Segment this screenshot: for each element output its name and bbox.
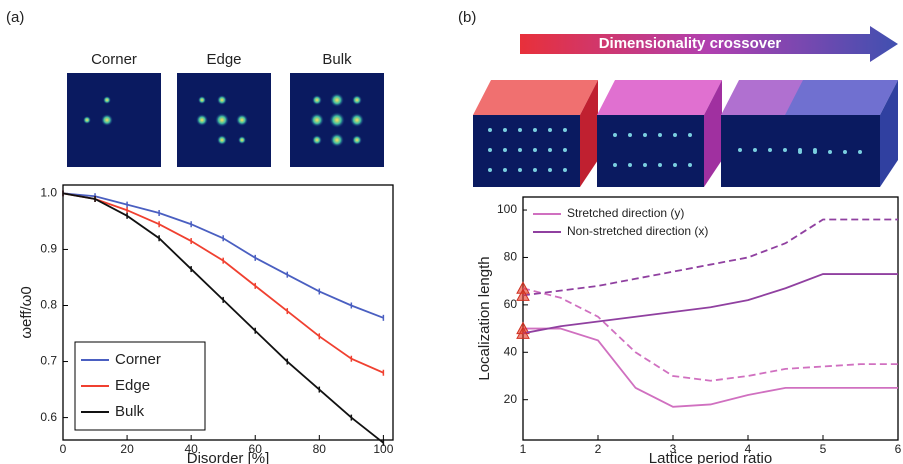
banner-text: Dimensionality crossover	[599, 35, 782, 52]
plot-frame	[62, 184, 394, 441]
plot-frame	[522, 196, 899, 441]
image-label: Edge	[206, 51, 241, 68]
x-tick-label: 0	[60, 442, 67, 456]
x-tick-label: 4	[745, 442, 752, 456]
legend-label: Non-stretched direction (x)	[567, 224, 708, 238]
y-tick-label: 1.0	[40, 186, 57, 200]
y-tick-label: 0.9	[40, 242, 57, 256]
y-tick-label: 100	[497, 202, 517, 216]
y-axis-label: Localization length	[476, 256, 493, 380]
legend-label: Corner	[115, 351, 161, 368]
x-axis-label: Lattice period ratio	[649, 450, 772, 464]
legend-box	[527, 200, 757, 246]
y-axis-label: ωeff/ω0	[18, 286, 35, 338]
y-tick-label: 40	[504, 344, 518, 358]
series-line	[522, 287, 898, 382]
series-line	[523, 327, 898, 408]
x-tick-label: 5	[820, 442, 827, 456]
y-tick-label: 0.8	[40, 298, 57, 312]
legend-label: Bulk	[115, 403, 145, 420]
legend-label: Edge	[115, 377, 150, 394]
x-tick-label: 3	[670, 442, 677, 456]
lattice-boxes	[473, 80, 898, 187]
x-axis-label: Disorder [%]	[187, 450, 270, 464]
start-marker	[516, 288, 530, 301]
banner-arrow	[520, 26, 898, 62]
x-tick-label: 40	[184, 442, 198, 456]
series-line	[522, 273, 898, 335]
y-tick-label: 0.7	[40, 354, 57, 368]
start-marker	[516, 326, 530, 339]
y-tick-label: 80	[504, 250, 518, 264]
x-tick-label: 6	[895, 442, 902, 456]
panel-label: (b)	[458, 9, 476, 26]
x-tick-label: 60	[249, 442, 263, 456]
x-tick-label: 20	[120, 442, 134, 456]
y-tick-label: 0.6	[40, 410, 57, 424]
x-tick-label: 80	[313, 442, 327, 456]
x-tick-label: 2	[595, 442, 602, 456]
image-label: Corner	[91, 51, 137, 68]
thumbnails	[67, 73, 384, 167]
series-line	[522, 218, 898, 297]
x-tick-label: 1	[520, 442, 527, 456]
image-label: Bulk	[322, 51, 352, 68]
panel-label: (a)	[6, 9, 24, 26]
y-tick-label: 20	[504, 392, 518, 406]
y-tick-label: 60	[504, 297, 518, 311]
x-tick-label: 100	[373, 442, 393, 456]
legend-label: Stretched direction (y)	[567, 206, 684, 220]
